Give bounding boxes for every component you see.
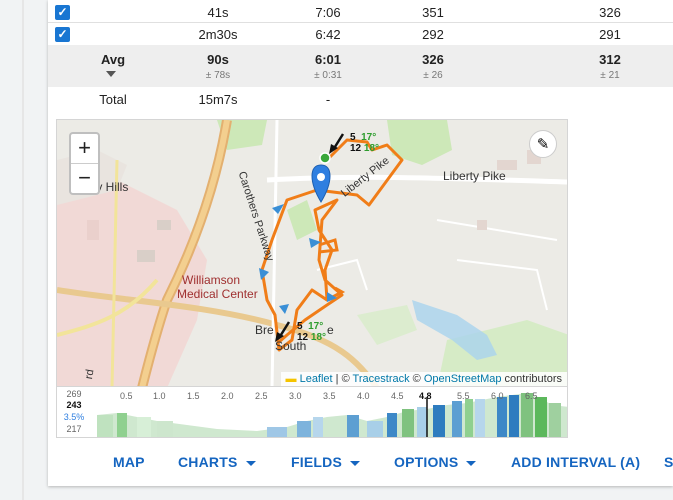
- elevation-min: 217: [66, 424, 82, 434]
- charts-button[interactable]: CHARTS: [178, 454, 256, 470]
- map-label-south-3: e: [327, 323, 334, 337]
- total-duration: 15m7s: [198, 91, 238, 107]
- avg-label: Avg: [100, 52, 126, 67]
- weather-end: 5 17° 12 18°: [297, 321, 326, 343]
- avg-duration: 90s: [207, 52, 229, 67]
- duration-cell: 41s: [207, 4, 229, 20]
- edit-route-button[interactable]: ✎: [529, 130, 557, 158]
- fields-button[interactable]: FIELDS: [291, 454, 360, 470]
- sidebar-edge: [22, 0, 24, 500]
- avg-value-sd: ± 21: [600, 70, 620, 81]
- avg-power: 326: [422, 52, 444, 67]
- more-nav-button[interactable]: S: [664, 454, 673, 470]
- elevation-bars: [97, 393, 567, 437]
- route-map[interactable]: ty Hills Carothers Parkway Liberty Pike …: [56, 119, 568, 387]
- map-label-medical-2: Medical Center: [177, 287, 258, 301]
- chevron-down-icon: [466, 460, 477, 466]
- x-tick: 1.0: [153, 391, 166, 401]
- total-label: Total: [99, 91, 127, 107]
- temp: 17°: [308, 321, 324, 332]
- map-label-medical: Williamson: [182, 273, 241, 287]
- x-tick: 3.0: [289, 391, 302, 401]
- sort-caret-icon[interactable]: [106, 71, 116, 77]
- row-divider: [48, 22, 673, 23]
- interval-panel: ✓ 41s 7:06 351 326 ✓ 2m30s 6:42 292 291 …: [48, 0, 673, 486]
- x-tick: 5.5: [457, 391, 470, 401]
- row-checkbox[interactable]: ✓: [55, 27, 70, 42]
- avg-pace: 6:01: [314, 52, 342, 67]
- add-interval-button[interactable]: ADD INTERVAL (A): [511, 454, 641, 470]
- zoom-out-button[interactable]: −: [78, 165, 91, 190]
- map-label-south-1: Bre: [255, 323, 274, 337]
- table-row[interactable]: ✓ 41s 7:06 351 326: [48, 2, 673, 22]
- avg-duration-sd: ± 78s: [205, 70, 231, 81]
- elevation-current: 243: [66, 400, 82, 410]
- total-pace: -: [325, 91, 331, 107]
- avg-value: 312: [599, 52, 621, 67]
- gust-speed: 12: [350, 143, 362, 154]
- map-label-road: rd: [83, 368, 97, 381]
- map-label-hills: ty Hills: [93, 180, 129, 194]
- temp-feel: 18°: [310, 332, 327, 343]
- x-tick: 2.5: [255, 391, 268, 401]
- zoom-control: + −: [69, 132, 100, 195]
- table-row[interactable]: ✓ 2m30s 6:42 292 291: [48, 24, 673, 44]
- weather-start: 5 17° 12 18°: [350, 132, 379, 154]
- x-tick: 4.0: [357, 391, 370, 401]
- map-attribution: ▬ Leaflet | © Tracestrack © OpenStreetMa…: [280, 372, 567, 386]
- value-cell: 326: [599, 4, 621, 20]
- temp-feel: 18°: [363, 143, 380, 154]
- pace-cell: 6:42: [315, 26, 341, 42]
- map-label-liberty-pike-east: Liberty Pike: [443, 169, 506, 183]
- leaflet-link[interactable]: ▬ Leaflet: [285, 373, 333, 385]
- power-cell: 292: [422, 26, 444, 42]
- wind-speed: 5: [350, 132, 356, 143]
- duration-cell: 2m30s: [198, 26, 238, 42]
- pencil-icon: ✎: [536, 136, 550, 153]
- gust-speed: 12: [297, 332, 309, 343]
- power-cell: 351: [422, 4, 444, 20]
- x-tick: 6.5: [525, 391, 538, 401]
- x-tick: 6.0: [491, 391, 504, 401]
- x-tick: 4.5: [391, 391, 404, 401]
- chevron-down-icon: [245, 460, 256, 466]
- value-cell: 291: [599, 26, 621, 42]
- attribution-separator-2: ©: [409, 373, 424, 385]
- map-button[interactable]: MAP: [113, 454, 145, 470]
- average-row: Avg 90s ± 78s 6:01 ± 0:31 326 ± 26 312 ±…: [48, 45, 673, 87]
- elevation-max: 269: [66, 389, 82, 399]
- x-tick: 0.5: [120, 391, 133, 401]
- avg-power-sd: ± 26: [423, 70, 443, 81]
- options-button[interactable]: OPTIONS: [394, 454, 477, 470]
- map-tiles: [57, 120, 567, 386]
- x-tick: 3.5: [323, 391, 336, 401]
- avg-pace-sd: ± 0:31: [314, 70, 342, 81]
- chevron-down-icon: [349, 460, 360, 466]
- row-checkbox[interactable]: ✓: [55, 5, 70, 20]
- tracestrack-link[interactable]: Tracestrack: [352, 373, 410, 385]
- x-tick: 1.5: [187, 391, 200, 401]
- x-tick: 2.0: [221, 391, 234, 401]
- wind-speed: 5: [297, 321, 303, 332]
- map-label-south-2: South: [275, 339, 307, 353]
- zoom-in-button[interactable]: +: [78, 135, 91, 160]
- temp: 17°: [361, 132, 377, 143]
- elevation-chart[interactable]: 269 243 3.5% 217 0.5 1.0 1.5 2.0 2.5 3.0…: [56, 387, 568, 438]
- osm-link[interactable]: OpenStreetMap: [423, 373, 502, 385]
- attribution-suffix: contributors: [501, 373, 562, 385]
- zoom-separator: [71, 163, 98, 164]
- x-tick-cursor: 4.8: [419, 391, 432, 401]
- pace-cell: 7:06: [315, 4, 341, 20]
- ukraine-flag-icon: ▬: [285, 373, 297, 385]
- attribution-separator: | ©: [332, 373, 353, 385]
- grade-current: 3.5%: [63, 412, 85, 422]
- total-row: Total 15m7s -: [48, 90, 673, 108]
